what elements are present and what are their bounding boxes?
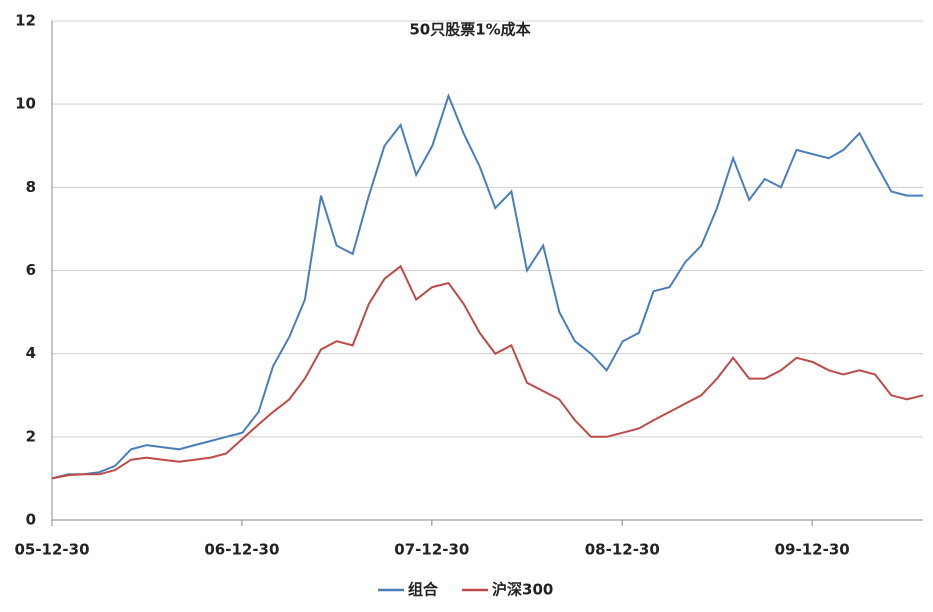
y-tick-label: 10	[15, 95, 36, 113]
y-tick-label: 6	[26, 261, 36, 279]
legend-label: 组合	[408, 581, 439, 599]
y-tick-label: 12	[15, 12, 36, 30]
chart-title: 50只股票1%成本	[409, 21, 530, 39]
x-tick-label: 06-12-30	[204, 541, 279, 559]
y-tick-label: 4	[26, 344, 36, 362]
x-tick-label: 07-12-30	[394, 541, 469, 559]
line	[51, 264, 924, 480]
y-tick-label: 2	[26, 427, 36, 445]
y-tick-label: 0	[26, 511, 36, 529]
x-tick-label: 05-12-30	[14, 541, 89, 559]
x-tick-label: 08-12-30	[585, 541, 660, 559]
line	[51, 92, 923, 480]
legend-label: 沪深300	[492, 581, 553, 599]
x-tick-label: 09-12-30	[775, 541, 850, 559]
y-tick-label: 8	[26, 178, 36, 196]
